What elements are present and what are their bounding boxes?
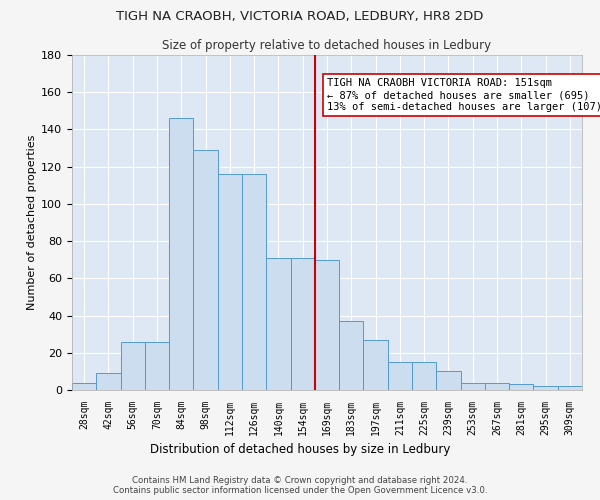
Bar xyxy=(121,342,145,390)
Title: Size of property relative to detached houses in Ledbury: Size of property relative to detached ho… xyxy=(163,40,491,52)
Bar xyxy=(218,174,242,390)
Text: TIGH NA CRAOBH, VICTORIA ROAD, LEDBURY, HR8 2DD: TIGH NA CRAOBH, VICTORIA ROAD, LEDBURY, … xyxy=(116,10,484,23)
Text: Distribution of detached houses by size in Ledbury: Distribution of detached houses by size … xyxy=(150,442,450,456)
Bar xyxy=(461,382,485,390)
Bar xyxy=(485,382,509,390)
Bar xyxy=(290,258,315,390)
Bar xyxy=(558,386,582,390)
Bar xyxy=(72,382,96,390)
Bar xyxy=(533,386,558,390)
Bar xyxy=(364,340,388,390)
Bar xyxy=(315,260,339,390)
Bar xyxy=(242,174,266,390)
Bar xyxy=(193,150,218,390)
Bar xyxy=(436,372,461,390)
Bar xyxy=(388,362,412,390)
Bar xyxy=(412,362,436,390)
Bar xyxy=(266,258,290,390)
Bar xyxy=(96,373,121,390)
Text: Contains HM Land Registry data © Crown copyright and database right 2024.
Contai: Contains HM Land Registry data © Crown c… xyxy=(113,476,487,495)
Bar xyxy=(169,118,193,390)
Y-axis label: Number of detached properties: Number of detached properties xyxy=(27,135,37,310)
Text: TIGH NA CRAOBH VICTORIA ROAD: 151sqm
← 87% of detached houses are smaller (695)
: TIGH NA CRAOBH VICTORIA ROAD: 151sqm ← 8… xyxy=(327,78,600,112)
Bar xyxy=(145,342,169,390)
Bar xyxy=(339,321,364,390)
Bar xyxy=(509,384,533,390)
